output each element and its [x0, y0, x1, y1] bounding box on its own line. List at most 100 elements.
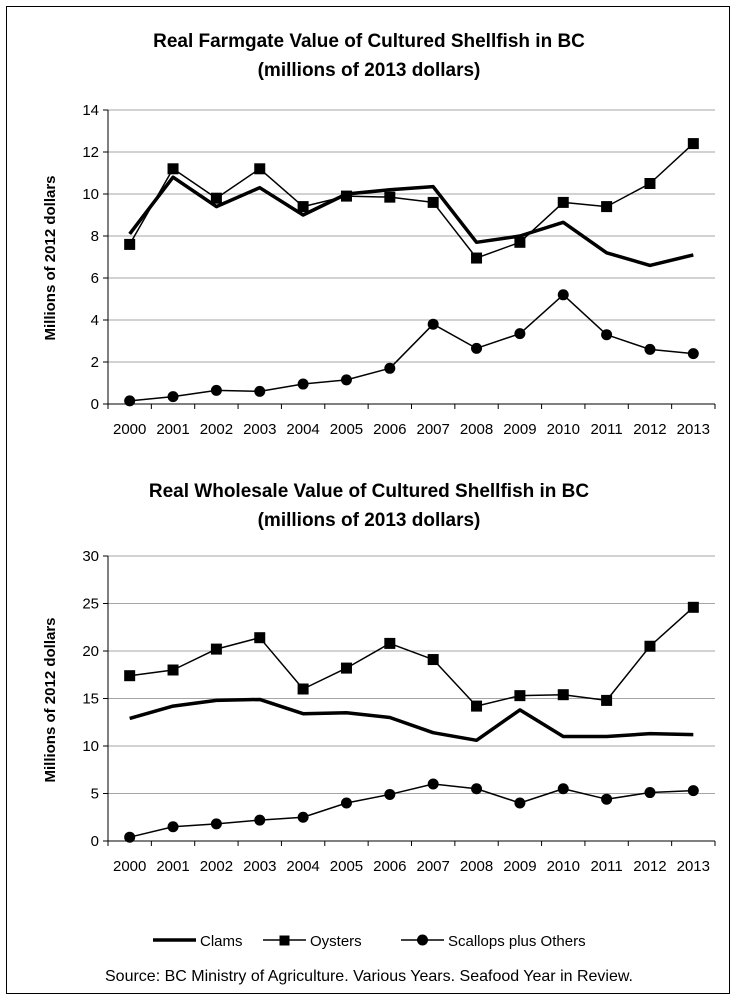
chart2-scallops-point — [644, 787, 656, 799]
chart1-scallops-point — [167, 391, 179, 403]
chart2-oysters-point — [384, 637, 396, 649]
legend-clams-label: Clams — [200, 933, 243, 950]
legend-scallops-marker — [417, 934, 428, 946]
chart2-plot: 0 5 10 15 20 25 30 2000 2001 2002 2003 2004 2005 2006… — [82, 548, 716, 875]
chart1-scallops-point — [557, 289, 569, 301]
chart-frame — [6, 6, 730, 994]
chart2-x-tick-label: 2006 — [373, 858, 406, 875]
legend: Clams Oysters Scallops plus Others — [153, 933, 586, 950]
chart1-oysters-point — [427, 196, 439, 208]
chart1-x-tick-label: 2003 — [243, 421, 276, 438]
chart1-y-tick-label: 4 — [91, 312, 99, 329]
chart2-oysters-point — [427, 654, 439, 666]
chart1-x-tick-label: 2002 — [200, 421, 233, 438]
chart2-series-scallops-plus-others-line — [129, 783, 694, 838]
chart2-subtitle: (millions of 2013 dollars) — [258, 510, 481, 531]
chart1-x-tick-label: 2011 — [590, 421, 622, 438]
chart1-oysters-point — [471, 252, 483, 264]
chart1-y-axis-label: Millions of 2012 dollars — [42, 175, 59, 340]
chart1-scallops-point — [297, 378, 309, 390]
chart2-y-tick-label: 15 — [82, 691, 99, 708]
chart1-subtitle: (millions of 2013 dollars) — [258, 60, 481, 81]
chart2-oysters-point — [687, 601, 699, 613]
chart2-scallops-point — [601, 793, 613, 805]
chart1-y-tick-label: 6 — [91, 270, 99, 287]
chart1-y-tick-label: 14 — [82, 102, 99, 119]
chart1-oysters-point — [340, 190, 352, 202]
chart2-x-tick-label: 2013 — [677, 858, 710, 875]
chart2-scallops-point — [471, 783, 483, 795]
chart1-scallops-point — [427, 318, 439, 330]
chart1-x-tick-label: 2006 — [373, 421, 406, 438]
chart1-oysters-point — [167, 163, 179, 175]
chart2-x-tick-label: 2002 — [200, 858, 233, 875]
chart1-y-tick-label: 8 — [91, 228, 99, 245]
chart1-oysters-point — [124, 238, 136, 250]
chart1-series-clams-line — [128, 175, 694, 268]
chart2-scallops-point — [124, 831, 136, 843]
chart1-x-tick-label: 2000 — [113, 421, 146, 438]
chart1-x-tick-label: 2001 — [156, 421, 189, 438]
chart1-oysters-point — [384, 191, 396, 203]
chart1-x-tick-label: 2009 — [503, 421, 536, 438]
chart1-title: Real Farmgate Value of Cultured Shellfis… — [153, 31, 585, 52]
chart1-scallops-point — [340, 374, 352, 386]
chart2-oysters-point — [644, 640, 656, 652]
chart1-x-tick-label: 2012 — [633, 421, 666, 438]
chart1-oysters-point — [687, 138, 699, 150]
chart1-scallops-point — [644, 343, 656, 355]
chart2-oysters-point — [210, 643, 222, 655]
chart2-x-tick-label: 2010 — [547, 858, 580, 875]
chart2-oysters-point — [297, 683, 309, 695]
chart2-x-tick-label: 2004 — [286, 858, 319, 875]
chart1-oysters-point — [514, 236, 526, 248]
chart1-scallops-point — [124, 395, 136, 407]
chart2-y-axis-label: Millions of 2012 dollars — [42, 617, 59, 782]
chart2-oysters-point — [514, 690, 526, 702]
chart2-x-tick-label: 2000 — [113, 858, 146, 875]
chart2-oysters-point — [124, 670, 136, 682]
chart2-scallops-point — [167, 821, 179, 833]
chart2-scallops-point — [340, 797, 352, 809]
chart2-series-oysters-line — [129, 606, 694, 707]
chart2-y-tick-label: 5 — [91, 786, 99, 803]
chart1-x-tick-label: 2004 — [286, 421, 319, 438]
chart2-scallops-point — [687, 785, 699, 797]
chart1-series-scallops-plus-others-line — [129, 294, 694, 402]
chart2-x-tick-label: 2012 — [633, 858, 666, 875]
chart2-series-clams-line — [129, 697, 694, 743]
chart2-oysters-point — [254, 632, 266, 644]
chart1-series-oysters-line — [129, 143, 694, 259]
source-note: Source: BC Ministry of Agriculture. Vari… — [105, 968, 633, 985]
chart2-oysters-point — [167, 664, 179, 676]
chart2-scallops-point — [297, 811, 309, 823]
chart2-x-tick-label: 2003 — [243, 858, 276, 875]
chart2-scallops-point — [254, 814, 266, 826]
chart2-y-tick-label: 10 — [82, 738, 99, 755]
chart1-y-tick-label: 2 — [91, 354, 99, 371]
chart2-scallops-point — [514, 797, 526, 809]
chart1-oysters-point — [297, 201, 309, 213]
chart2-x-tick-label: 2011 — [590, 858, 622, 875]
chart1-scallops-point — [601, 329, 613, 341]
chart1-oysters-point — [557, 196, 569, 208]
chart1-oysters-point — [644, 178, 656, 189]
chart2-y-tick-label: 20 — [82, 643, 99, 660]
chart1-x-tick-label: 2008 — [460, 421, 493, 438]
chart1-oysters-point — [210, 192, 222, 204]
chart1-x-tick-label: 2007 — [416, 421, 449, 438]
chart1-y-tick-label: 10 — [82, 186, 99, 203]
chart1-oysters-point — [254, 163, 266, 175]
chart2-oysters-point — [471, 700, 483, 712]
chart1-oysters-point — [601, 201, 613, 213]
chart2-x-tick-label: 2007 — [416, 858, 449, 875]
chart1-scallops-point — [471, 342, 483, 354]
legend-oysters-marker — [279, 935, 290, 946]
chart1-plot: 0 2 4 6 8 10 12 14 2000 2001 2002 2003 2004 2005 2006 2… — [82, 102, 716, 438]
chart2-title: Real Wholesale Value of Cultured Shellfi… — [149, 481, 590, 502]
chart2-x-tick-label: 2001 — [156, 858, 189, 875]
chart2-scallops-point — [384, 788, 396, 800]
legend-scallops-label: Scallops plus Others — [448, 933, 586, 950]
chart2-scallops-point — [427, 778, 439, 790]
